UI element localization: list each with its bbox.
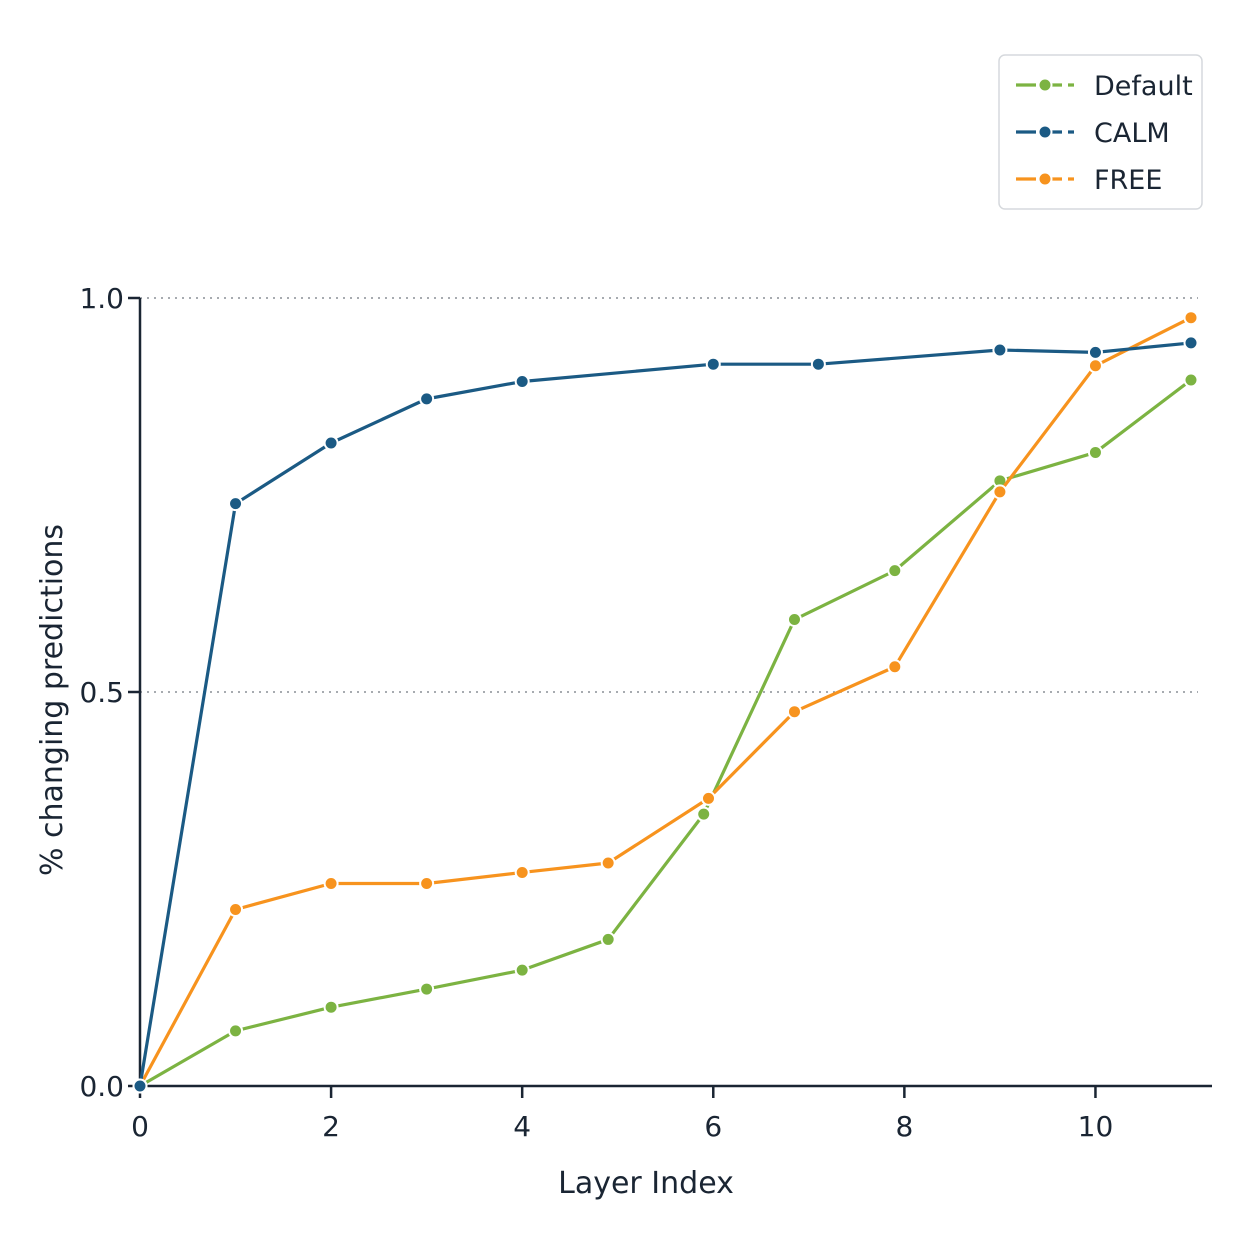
data-point-calm <box>992 342 1008 358</box>
data-point-default <box>696 806 712 822</box>
legend-item-default: Default <box>1016 71 1193 102</box>
data-point-calm <box>132 1078 148 1094</box>
data-point-default <box>786 612 802 628</box>
data-point-default <box>514 962 530 978</box>
data-point-free <box>1183 310 1199 326</box>
series-free <box>132 310 1199 1094</box>
data-point-default <box>419 981 435 997</box>
data-point-free <box>992 484 1008 500</box>
data-point-calm <box>419 391 435 407</box>
data-point-calm <box>514 374 530 390</box>
legend-label-calm: CALM <box>1094 118 1170 149</box>
data-point-calm <box>323 435 339 451</box>
x-tick-label: 8 <box>895 1110 913 1143</box>
legend-label-free: FREE <box>1094 165 1162 196</box>
x-tick-label: 2 <box>322 1110 340 1143</box>
legend-label-default: Default <box>1094 71 1193 102</box>
series-line-free <box>138 316 1193 1088</box>
data-point-free <box>419 875 435 891</box>
x-tick-label: 6 <box>704 1110 722 1143</box>
data-point-free <box>1087 358 1103 374</box>
data-point-free <box>514 864 530 880</box>
y-tick-label: 0.5 <box>79 676 124 709</box>
axes <box>138 298 1212 1088</box>
data-point-free <box>700 790 716 806</box>
grid-lines <box>140 297 1198 693</box>
data-point-default <box>323 999 339 1015</box>
data-point-calm <box>1183 335 1199 351</box>
x-tick-label: 4 <box>513 1110 531 1143</box>
data-point-default <box>228 1023 244 1039</box>
legend-marker-calm <box>1037 124 1053 140</box>
data-point-default <box>1183 372 1199 388</box>
legend: Default CALM FREE <box>998 54 1203 210</box>
data-point-calm <box>228 496 244 512</box>
data-point-free <box>600 855 616 871</box>
x-tick-label: 10 <box>1078 1110 1114 1143</box>
data-point-calm <box>705 356 721 372</box>
series <box>132 310 1199 1094</box>
legend-item-calm: CALM <box>1016 118 1170 149</box>
y-tick-label: 1.0 <box>79 282 124 315</box>
legend-box <box>998 54 1203 210</box>
legend-item-free: FREE <box>1016 165 1162 196</box>
series-line-default <box>138 378 1193 1088</box>
y-axis-title: % changing predictions <box>35 524 70 876</box>
y-tick-label: 0.0 <box>79 1070 124 1103</box>
x-tick-label: 0 <box>131 1110 149 1143</box>
legend-marker-default <box>1037 77 1053 93</box>
data-point-default <box>887 563 903 579</box>
series-line-calm <box>138 341 1193 1088</box>
series-calm <box>132 335 1199 1094</box>
ticks: 0.0 0.5 1.0 0 2 4 6 8 10 <box>79 282 1113 1143</box>
series-default <box>132 372 1199 1094</box>
data-point-calm <box>1087 344 1103 360</box>
x-axis-title: Layer Index <box>558 1166 734 1201</box>
data-point-free <box>786 704 802 720</box>
data-point-free <box>323 875 339 891</box>
data-point-calm <box>810 356 826 372</box>
data-point-free <box>887 659 903 675</box>
legend-marker-free <box>1037 171 1053 187</box>
data-point-free <box>228 901 244 917</box>
data-point-default <box>600 931 616 947</box>
data-point-default <box>1087 444 1103 460</box>
